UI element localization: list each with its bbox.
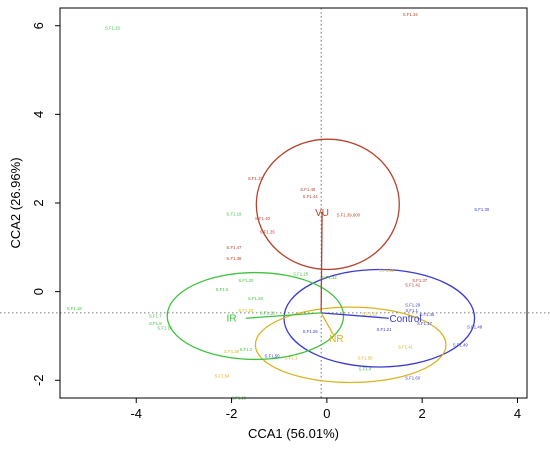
sample-label: S.F1.39,000 bbox=[337, 212, 361, 217]
sample-label: S.F1.7 bbox=[149, 314, 162, 319]
sample-label: S.F1.32 bbox=[322, 275, 338, 280]
y-axis-ticks: -2 0 2 4 6 bbox=[31, 22, 60, 386]
sample-label: S.F1.47 bbox=[226, 245, 242, 250]
sample-label: S.F1.48 bbox=[467, 325, 483, 330]
reference-lines bbox=[0, 8, 550, 398]
sample-label: S.F1.20 bbox=[238, 278, 254, 283]
group-label-vu: VU bbox=[315, 208, 329, 219]
x-tick-label: -4 bbox=[130, 406, 142, 421]
sample-label: S.F1.35 bbox=[260, 229, 276, 234]
arrow-vu bbox=[320, 211, 323, 313]
ellipse-ir bbox=[166, 271, 345, 361]
sample-label: S.F1.40 bbox=[255, 216, 271, 221]
sample-label: S.F1.2 bbox=[240, 347, 253, 352]
sample-label: S.F1.33 bbox=[248, 296, 264, 301]
sample-label: S.F1.11 bbox=[379, 268, 394, 273]
sample-label: S.F1.45 bbox=[419, 312, 435, 317]
sample-label: S.F1.41 bbox=[398, 345, 414, 350]
y-tick-label: 4 bbox=[31, 111, 46, 118]
y-tick-label: 0 bbox=[31, 288, 46, 295]
sample-label: S.F1.21 bbox=[377, 327, 393, 332]
sample-label: S.F1.25 bbox=[293, 271, 309, 276]
ellipse-vu bbox=[255, 138, 400, 271]
sample-label: S.F1.8 bbox=[149, 321, 162, 326]
sample-label: S.F1.13 bbox=[260, 310, 276, 315]
sample-label: S.F1.19 bbox=[226, 212, 242, 217]
sample-label: S.F1.17 bbox=[417, 321, 433, 326]
sample-label: S.F1.42 bbox=[405, 282, 421, 287]
sample-label: S.F1.33 bbox=[248, 176, 264, 181]
sample-label: S.F1.6 bbox=[216, 287, 229, 292]
sample-label: S.F1.46 bbox=[300, 187, 316, 192]
sample-label: S.F1.4 bbox=[359, 367, 372, 372]
sample-label: S.F1.56 bbox=[357, 356, 373, 361]
group-labels: VU Control NR IR bbox=[227, 208, 422, 345]
sample-label: S.F1.44 bbox=[303, 194, 319, 199]
x-tick-label: 2 bbox=[419, 406, 426, 421]
sample-label: S.F1.36 bbox=[224, 349, 240, 354]
ellipse-nr bbox=[254, 306, 447, 384]
sample-label: S.F1.49 bbox=[453, 342, 469, 347]
sample-label: S.F1.26 bbox=[303, 329, 319, 334]
sample-label: S.F1.18 bbox=[67, 306, 83, 311]
group-label-ir: IR bbox=[227, 313, 237, 324]
sample-label: S.F1.16 bbox=[157, 325, 173, 330]
sample-label: S.F1.60 bbox=[405, 376, 421, 381]
sample-label: S.F1.37 bbox=[412, 278, 428, 283]
y-tick-label: 6 bbox=[31, 22, 46, 29]
sample-label: S.F1.22 bbox=[362, 311, 378, 316]
y-tick-label: -2 bbox=[31, 374, 46, 386]
group-arrows bbox=[245, 211, 389, 337]
sample-label: S.F1.34 bbox=[403, 12, 419, 17]
group-ellipses bbox=[166, 138, 476, 384]
arrow-nr bbox=[320, 312, 335, 337]
sample-label: S.F1.1 bbox=[405, 308, 418, 313]
y-tick-label: 2 bbox=[31, 199, 46, 206]
y-axis-title: CCA2 (26.96%) bbox=[8, 157, 23, 248]
x-tick-label: -2 bbox=[226, 406, 238, 421]
sample-label: S.F1.38 bbox=[226, 256, 242, 261]
arrow-ir bbox=[245, 312, 322, 319]
sample-label: S.F1.50 bbox=[265, 353, 281, 358]
x-axis-title: CCA1 (56.01%) bbox=[248, 426, 339, 441]
sample-label: S.F1.15 bbox=[105, 25, 121, 30]
sample-label: S.F1.30 bbox=[474, 207, 490, 212]
x-tick-label: 0 bbox=[323, 406, 330, 421]
arrow-control bbox=[321, 312, 389, 319]
group-label-nr: NR bbox=[329, 334, 343, 345]
sample-label: S.F1.3 bbox=[285, 356, 298, 361]
x-tick-label: 4 bbox=[514, 406, 521, 421]
sample-label: S.F1.29 bbox=[405, 302, 421, 307]
group-label-control: Control bbox=[389, 314, 421, 325]
sample-label: S.F1.23 bbox=[238, 308, 254, 313]
x-axis-ticks: -4 -2 0 2 4 bbox=[130, 398, 521, 421]
sample-label: S.F1.54 bbox=[214, 373, 230, 378]
sample-labels: S.F1.34 S.F1.33 S.F1.46 S.F1.44 S.F1.40 S.F1.… bbox=[67, 12, 490, 400]
